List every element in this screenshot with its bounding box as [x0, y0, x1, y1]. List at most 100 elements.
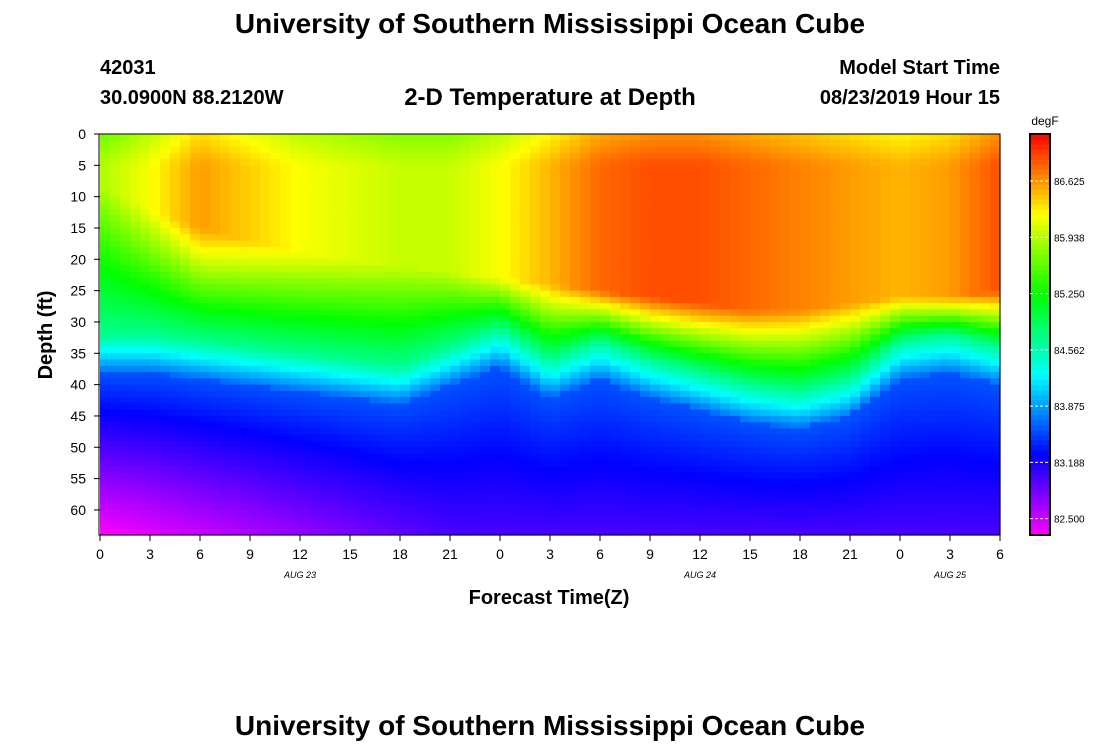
heatmap-cell	[610, 165, 621, 173]
heatmap-cell	[660, 140, 671, 148]
heatmap-cell	[330, 415, 341, 423]
heatmap-cell	[710, 303, 721, 311]
heatmap-cell	[250, 284, 261, 292]
heatmap-cell	[260, 134, 271, 141]
heatmap-cell	[370, 196, 381, 204]
heatmap-cell	[220, 334, 231, 342]
heatmap-cell	[410, 503, 421, 511]
heatmap-cell	[600, 441, 611, 448]
heatmap-cell	[650, 472, 661, 480]
heatmap-cell	[590, 202, 601, 210]
heatmap-cell	[630, 271, 641, 279]
heatmap-cell	[200, 246, 211, 254]
heatmap-cell	[150, 409, 161, 417]
heatmap-cell	[650, 134, 661, 141]
heatmap-cell	[750, 472, 761, 480]
heatmap-cell	[240, 472, 251, 480]
heatmap-cell	[190, 278, 201, 285]
heatmap-cell	[510, 528, 521, 536]
heatmap-cell	[390, 403, 401, 411]
heatmap-cell	[760, 509, 771, 517]
heatmap-cell	[690, 240, 701, 248]
heatmap-cell	[390, 434, 401, 442]
heatmap-cell	[600, 447, 611, 455]
heatmap-cell	[840, 146, 851, 154]
heatmap-cell	[740, 184, 751, 191]
heatmap-cell	[400, 522, 411, 530]
heatmap-cell	[270, 441, 281, 448]
heatmap-cell	[810, 227, 821, 235]
heatmap-cell	[630, 516, 641, 524]
heatmap-cell	[730, 234, 741, 242]
heatmap-cell	[250, 340, 261, 348]
heatmap-cell	[750, 134, 761, 141]
heatmap-cell	[280, 152, 291, 160]
heatmap-cell	[630, 497, 641, 505]
heatmap-cell	[430, 491, 441, 499]
heatmap-cell	[870, 484, 881, 492]
heatmap-cell	[200, 447, 211, 455]
heatmap-cell	[560, 434, 571, 442]
heatmap-cell	[750, 140, 761, 148]
heatmap-cell	[130, 334, 141, 342]
heatmap-cell	[720, 253, 731, 260]
heatmap-cell	[810, 246, 821, 254]
heatmap-cell	[610, 503, 621, 511]
heatmap-cell	[410, 353, 421, 361]
heatmap-cell	[400, 347, 411, 354]
heatmap-cell	[610, 365, 621, 373]
heatmap-cell	[310, 378, 321, 386]
heatmap-cell	[270, 234, 281, 242]
heatmap-cell	[870, 434, 881, 442]
heatmap-cell	[290, 522, 301, 530]
heatmap-cell	[760, 215, 771, 223]
heatmap-cell	[630, 522, 641, 530]
heatmap-cell	[680, 227, 691, 235]
heatmap-cell	[870, 227, 881, 235]
heatmap-cell	[260, 378, 271, 386]
heatmap-cell	[110, 384, 121, 392]
heatmap-cell	[300, 453, 311, 461]
heatmap-cell	[510, 415, 521, 423]
heatmap-cell	[180, 422, 191, 430]
heatmap-cell	[350, 309, 361, 317]
heatmap-cell	[780, 278, 791, 285]
heatmap-cell	[410, 171, 421, 179]
heatmap-cell	[670, 134, 681, 141]
heatmap-cell	[520, 259, 531, 267]
heatmap-cell	[650, 315, 661, 323]
heatmap-cell	[660, 434, 671, 442]
heatmap-cell	[560, 284, 571, 292]
heatmap-cell	[470, 415, 481, 423]
heatmap-cell	[250, 403, 261, 411]
heatmap-cell	[750, 271, 761, 279]
heatmap-cell	[320, 347, 331, 354]
heatmap-cell	[230, 516, 241, 524]
heatmap-cell	[680, 190, 691, 198]
heatmap-cell	[230, 221, 241, 229]
heatmap-cell	[630, 196, 641, 204]
heatmap-cell	[370, 202, 381, 210]
heatmap-cell	[640, 522, 651, 530]
heatmap-cell	[470, 171, 481, 179]
heatmap-cell	[840, 190, 851, 198]
heatmap-cell	[220, 296, 231, 304]
heatmap-cell	[270, 359, 281, 367]
heatmap-cell	[270, 152, 281, 160]
heatmap-cell	[190, 384, 201, 392]
heatmap-cell	[600, 353, 611, 361]
heatmap-cell	[570, 134, 581, 141]
heatmap-cell	[450, 290, 461, 298]
heatmap-cell	[480, 409, 491, 417]
heatmap-cell	[360, 190, 371, 198]
heatmap-cell	[210, 159, 221, 166]
heatmap-cell	[270, 284, 281, 292]
heatmap-cell	[770, 522, 781, 530]
heatmap-cell	[440, 328, 451, 336]
heatmap-cell	[770, 165, 781, 173]
heatmap-cell	[330, 453, 341, 461]
heatmap-cell	[480, 221, 491, 229]
heatmap-cell	[570, 509, 581, 517]
heatmap-cell	[560, 184, 571, 191]
heatmap-cell	[640, 146, 651, 154]
